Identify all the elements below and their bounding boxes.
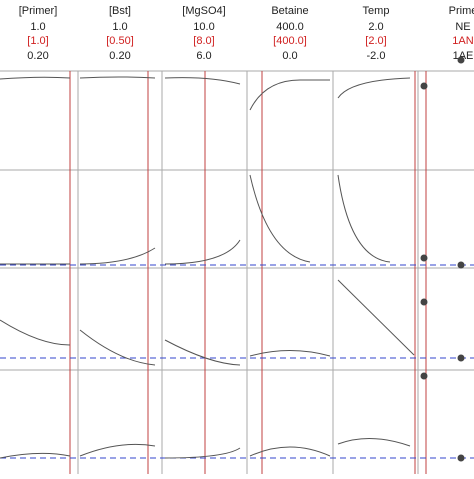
column-top: 1.0 <box>112 21 127 33</box>
column-top: 2.0 <box>368 21 383 33</box>
column-name: [Primer] <box>19 5 58 17</box>
profile-curves <box>0 76 415 459</box>
column-top: NE <box>455 21 470 33</box>
column-bottom: 6.0 <box>196 50 211 62</box>
column-current: [1.0] <box>27 35 48 47</box>
column-name: Prime <box>449 5 474 17</box>
column-top: 400.0 <box>276 21 304 33</box>
column-current: [2.0] <box>365 35 386 47</box>
column-current: [0.50] <box>106 35 134 47</box>
column-top: 1.0 <box>30 21 45 33</box>
points <box>420 56 465 462</box>
column-name: Betaine <box>271 5 308 17</box>
current-lines <box>69 71 427 474</box>
header: [Primer] 1.0 [1.0] 0.20 [Bst] 1.0 [0.50] 0.20 [M… <box>19 5 474 62</box>
column-name: [Bst] <box>109 5 131 17</box>
column-name: Temp <box>363 5 390 17</box>
column-bottom: 0.20 <box>27 50 48 62</box>
column-top: 10.0 <box>193 21 214 33</box>
reference-lines <box>0 264 474 459</box>
column-current: [8.0] <box>193 35 214 47</box>
column-bottom: -2.0 <box>367 50 386 62</box>
column-current: [400.0] <box>273 35 307 47</box>
column-bottom: 0.20 <box>109 50 130 62</box>
grid <box>0 70 474 474</box>
column-name: [MgSO4] <box>182 5 225 17</box>
column-bottom: 0.0 <box>282 50 297 62</box>
column-current: 1AN <box>452 35 473 47</box>
